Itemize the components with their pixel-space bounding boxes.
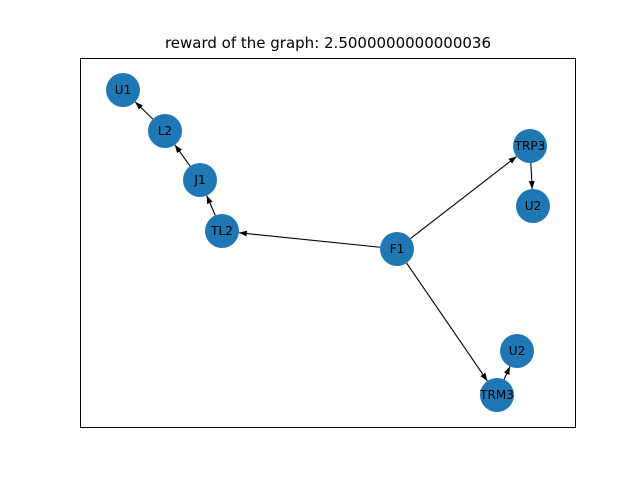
node-u2a xyxy=(516,189,550,223)
edges-layer xyxy=(134,101,535,382)
node-u1 xyxy=(106,73,140,107)
node-label-u2b: U2 xyxy=(509,344,525,358)
edge-tl2-j1 xyxy=(206,195,216,216)
node-trp3 xyxy=(513,129,547,163)
node-label-trp3: TRP3 xyxy=(514,139,546,153)
edge-f1-tl2 xyxy=(238,230,381,248)
node-label-u1: U1 xyxy=(115,83,131,97)
plot-frame xyxy=(80,58,576,428)
node-trm3 xyxy=(480,378,514,412)
node-u2b xyxy=(500,334,534,368)
node-label-u2a: U2 xyxy=(525,199,541,213)
node-l2 xyxy=(148,114,182,148)
node-label-trm3: TRM3 xyxy=(479,388,514,402)
node-f1 xyxy=(380,232,414,266)
node-tl2 xyxy=(205,214,239,248)
edge-j1-l2 xyxy=(174,144,191,167)
nodes-layer: F1 TL2 J1 L2 U1 TRP3 U2 TRM3 U2 xyxy=(106,73,550,412)
edge-trp3-u2a xyxy=(528,162,535,190)
graph-title: reward of the graph: 2.5000000000000036 xyxy=(165,34,491,52)
node-label-f1: F1 xyxy=(390,242,405,256)
node-j1 xyxy=(183,163,217,197)
edge-l2-u1 xyxy=(134,101,154,120)
node-label-tl2: TL2 xyxy=(210,224,233,238)
edge-trm3-u2b xyxy=(503,366,511,380)
edge-f1-trm3 xyxy=(406,262,488,382)
node-label-l2: L2 xyxy=(158,124,172,138)
node-label-j1: J1 xyxy=(193,173,205,187)
edge-f1-trp3 xyxy=(410,155,517,240)
